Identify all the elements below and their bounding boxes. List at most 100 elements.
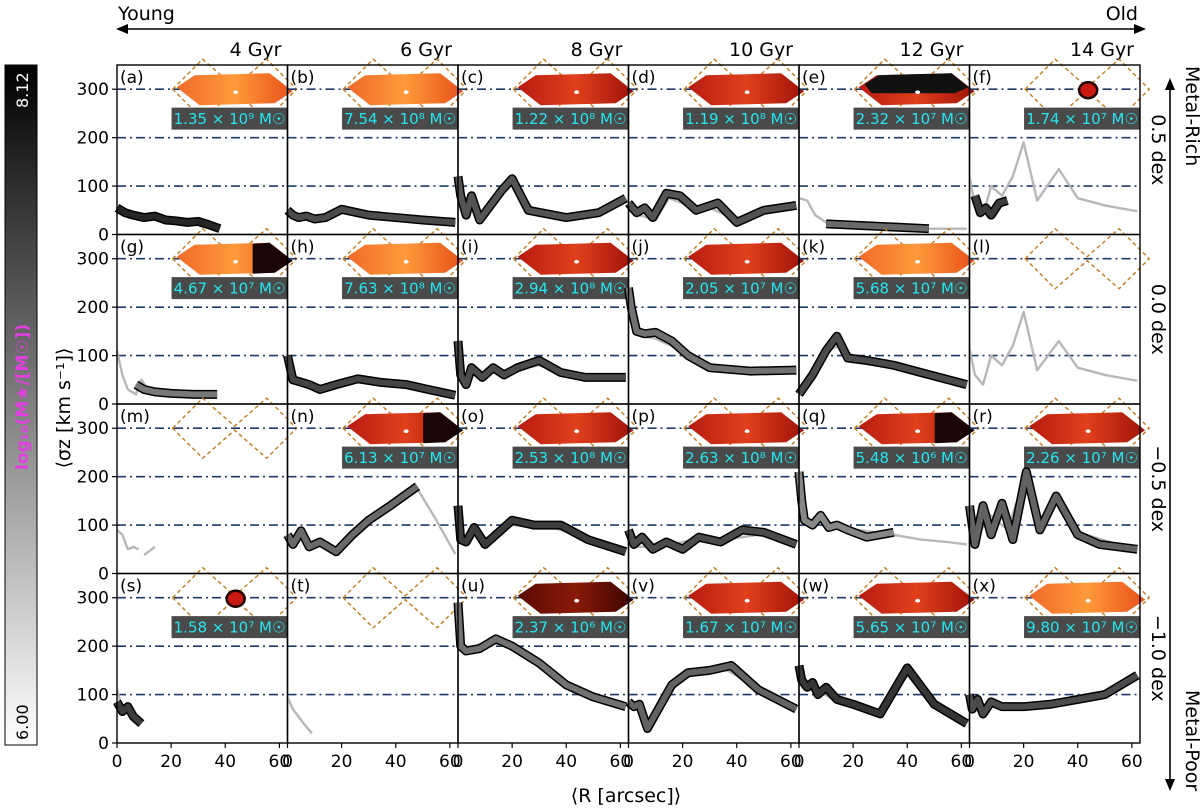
inset-map-center — [1085, 429, 1091, 434]
panel: 5.65 × 10⁷ M☉ (w) 0 20 40 60 — [794, 566, 980, 772]
inset-map-center — [574, 90, 580, 95]
panel-letter: (k) — [802, 238, 825, 258]
x-tick-label: 20 — [501, 752, 523, 772]
mass-label: 2.26 × 10⁷ M☉ — [1026, 449, 1138, 467]
field-outline — [342, 566, 469, 629]
reference-curve — [115, 350, 151, 396]
panel: 1.35 × 10⁹ M☉ (a) 0 100 200 300 — [77, 58, 298, 246]
panel-frame — [116, 403, 289, 575]
y-axis-label: ⟨σz [km s⁻¹]⟩ — [53, 348, 75, 469]
mass-box — [683, 616, 799, 639]
inset-map — [858, 242, 975, 275]
dispersion-curve — [972, 194, 1009, 219]
dispersion-curve — [115, 205, 221, 232]
reference-curve — [968, 310, 1138, 386]
mass-label: 2.37 × 10⁶ M☉ — [515, 619, 627, 637]
inset-map — [858, 581, 975, 614]
mass-box — [853, 107, 970, 130]
inset-map — [517, 242, 634, 275]
inset-map-center — [915, 259, 921, 264]
dispersion-curve — [284, 354, 456, 399]
inset-map — [517, 73, 634, 106]
panel-letter: (f) — [973, 68, 992, 88]
young-label: Young — [117, 3, 175, 25]
x-tick-label: 40 — [1067, 752, 1089, 772]
metallicity-label: 0.5 dex — [1147, 114, 1169, 185]
panel-letter: (v) — [632, 577, 655, 597]
inset-map-center — [574, 598, 580, 603]
metallicity-label: 0.0 dex — [1147, 284, 1169, 355]
inset-map-center — [233, 90, 239, 95]
field-outline — [1024, 227, 1151, 290]
mass-box — [512, 277, 629, 300]
mass-box — [683, 446, 799, 469]
dispersion-curve — [455, 175, 628, 223]
x-tick-label: 60 — [951, 752, 973, 772]
panel-letter: (j) — [632, 238, 650, 258]
mass-box — [342, 446, 458, 469]
mass-box — [683, 107, 799, 130]
x-tick-label: 40 — [214, 752, 236, 772]
inset-map-shade — [423, 412, 464, 444]
mass-label: 1.35 × 10⁹ M☉ — [174, 110, 286, 128]
panel: 2.26 × 10⁷ M☉ (r) — [965, 397, 1151, 575]
panel-letter: (r) — [973, 407, 993, 427]
dispersion-curve — [625, 287, 797, 375]
mass-label: 2.53 × 10⁸ M☉ — [515, 449, 627, 467]
panel: 4.67 × 10⁷ M☉ (g) 0 100 200 300 — [77, 227, 298, 415]
mass-label: 1.74 × 10⁷ M☉ — [1026, 110, 1138, 128]
x-tick-label: 60 — [610, 752, 632, 772]
panel-letter: (e) — [802, 68, 826, 88]
x-axis-label: ⟨R [arcsec]⟩ — [571, 785, 681, 807]
metal-poor-label: Metal-Poor — [1181, 690, 1200, 791]
age-label: 6 Gyr — [400, 39, 452, 61]
mass-label: 7.63 × 10⁸ M☉ — [344, 280, 456, 298]
mass-label: 9.80 × 10⁷ M☉ — [1026, 619, 1138, 637]
inset-map — [688, 242, 805, 275]
inset-map-center — [744, 90, 750, 95]
x-tick-label: 40 — [896, 752, 918, 772]
x-tick-label: 60 — [780, 752, 802, 772]
y-tick-label: 300 — [77, 80, 109, 100]
y-tick-label: 100 — [77, 516, 109, 536]
dispersion-curve — [626, 662, 798, 732]
panel: 2.94 × 10⁸ M☉ (i) — [453, 227, 639, 405]
inset-map — [347, 73, 464, 106]
panel: 1.58 × 10⁷ M☉ (s) 0 100 200 300 0 20 40 60 — [77, 566, 298, 772]
inset-map — [688, 73, 805, 106]
inset-map-shade — [934, 412, 975, 444]
colorbar-title: log₁₀(M★/[M☉]) — [13, 324, 33, 470]
panel: (m) 0 100 200 300 — [77, 397, 298, 585]
inset-map-center — [744, 598, 750, 603]
panel-letter: (a) — [120, 68, 144, 88]
dispersion-curve — [625, 526, 798, 553]
mass-label: 1.67 × 10⁷ M☉ — [685, 619, 797, 637]
old-label: Old — [1106, 3, 1138, 25]
panel-letter: (u) — [461, 577, 485, 597]
dispersion-curve — [796, 333, 968, 397]
panel-frame — [286, 572, 459, 744]
mass-box — [171, 616, 288, 639]
metallicity-label: −1.0 dex — [1147, 615, 1169, 702]
y-tick-label: 200 — [77, 298, 109, 318]
y-tick-label: 300 — [77, 419, 109, 439]
panel-letter: (b) — [291, 68, 315, 88]
x-tick-label: 60 — [269, 752, 291, 772]
inset-map — [1077, 80, 1099, 100]
colorbar-max-label: 8.12 — [13, 72, 32, 108]
inset-map — [347, 242, 464, 275]
x-tick-label: 0 — [964, 752, 975, 772]
mass-label: 7.54 × 10⁸ M☉ — [344, 110, 456, 128]
mass-box — [1024, 107, 1140, 130]
y-tick-label: 100 — [77, 686, 109, 706]
dispersion-curve — [134, 382, 218, 398]
dispersion-curve-outline — [965, 467, 1138, 554]
inset-map-center — [574, 429, 580, 434]
inset-map-center — [403, 429, 409, 434]
dispersion-curve — [966, 672, 1139, 717]
panel: 1.74 × 10⁷ M☉ (f) — [968, 58, 1151, 236]
y-tick-label: 100 — [77, 177, 109, 197]
mass-box — [1024, 446, 1140, 469]
x-tick-label: 0 — [623, 752, 634, 772]
dispersion-curve — [114, 700, 144, 726]
